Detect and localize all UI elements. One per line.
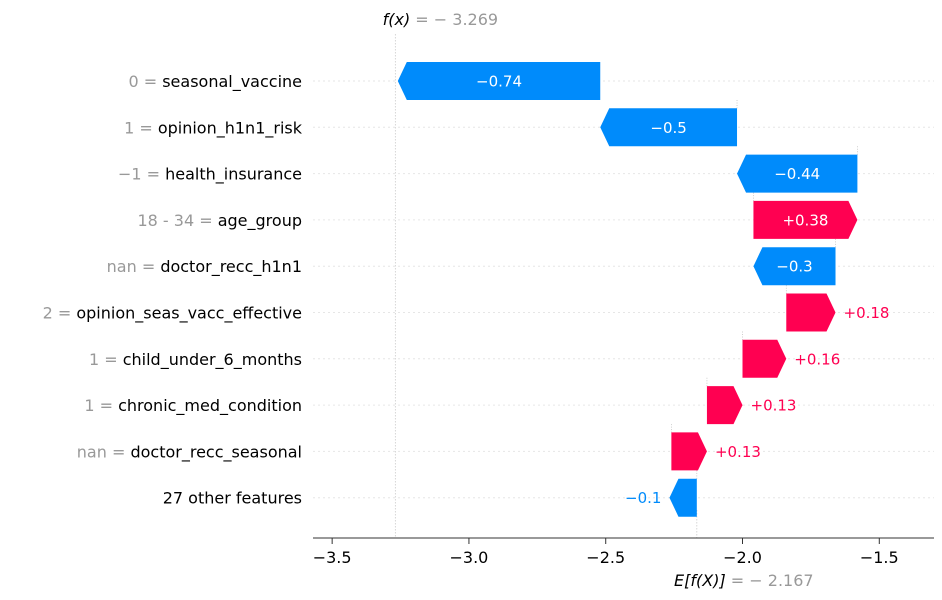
feature-value: 2 = — [43, 304, 77, 323]
feature-label: 27 other features — [163, 489, 302, 508]
x-tick-label: −2.0 — [723, 548, 762, 567]
waterfall-bar — [669, 478, 697, 517]
feature-label: 2 = opinion_seas_vacc_effective — [43, 304, 302, 324]
feature-name: opinion_seas_vacc_effective — [76, 304, 302, 324]
feature-value: 18 - 34 = — [137, 211, 217, 230]
reference-lines — [394, 34, 858, 538]
feature-value: −1 = — [118, 165, 165, 184]
bar-value-label: −0.44 — [774, 165, 820, 183]
feature-name: doctor_recc_h1n1 — [160, 257, 302, 277]
feature-label: 0 = seasonal_vaccine — [128, 72, 302, 92]
x-tick-label: −1.5 — [860, 548, 899, 567]
feature-value: 1 = — [124, 118, 158, 137]
feature-name: health_insurance — [165, 165, 302, 185]
waterfall-bar — [397, 62, 601, 100]
bar-value-label: +0.16 — [794, 350, 840, 368]
bar-value-label: −0.74 — [476, 73, 522, 91]
fx-symbol: f(x) — [383, 10, 411, 29]
bar-value-label: +0.18 — [844, 304, 890, 322]
base-value-label: E[f(X)] = − 2.167 — [674, 571, 814, 590]
feature-name: opinion_h1n1_risk — [158, 118, 303, 138]
output-value-label: f(x) = − 3.269 — [383, 10, 498, 29]
ex-symbol: E[f(X)] — [674, 571, 726, 590]
bar-value-label: +0.13 — [751, 397, 797, 415]
feature-name: chronic_med_condition — [118, 396, 302, 416]
ex-value: = − 2.167 — [726, 571, 814, 590]
bar-value-label: −0.3 — [776, 258, 812, 276]
fx-value: = − 3.269 — [410, 10, 498, 29]
waterfall-bar — [600, 108, 738, 147]
feature-name: 27 other features — [163, 489, 302, 508]
feature-label: −1 = health_insurance — [118, 165, 302, 185]
x-axis: −3.5 −3.0 −2.5 −2.0 −1.5 — [313, 537, 934, 567]
feature-label: 1 = child_under_6_months — [89, 350, 302, 370]
feature-name: seasonal_vaccine — [162, 72, 302, 92]
feature-name: age_group — [218, 211, 302, 231]
feature-label: 1 = chronic_med_condition — [84, 396, 302, 416]
feature-value: 0 = — [128, 72, 162, 91]
waterfall-bar — [753, 247, 836, 286]
waterfall-bar — [742, 339, 787, 378]
bar-value-label: −0.1 — [625, 489, 661, 507]
feature-value: 1 = — [89, 350, 123, 369]
waterfall-bar — [737, 154, 858, 193]
bars: −0.74 −0.5 −0.44 +0.38 −0.3 +0.18 +0.16 +0.13 +0… — [397, 62, 890, 517]
x-tick-label: −2.5 — [586, 548, 625, 567]
feature-label: nan = doctor_recc_seasonal — [77, 442, 302, 462]
x-tick-label: −3.5 — [313, 548, 352, 567]
feature-value: nan = — [107, 257, 161, 276]
feature-name: doctor_recc_seasonal — [130, 442, 302, 462]
x-tick-label: −3.0 — [450, 548, 489, 567]
bar-value-label: +0.38 — [782, 211, 828, 229]
waterfall-bar — [786, 293, 836, 332]
waterfall-bar — [706, 386, 743, 425]
feature-name: child_under_6_months — [123, 350, 302, 370]
feature-label: 18 - 34 = age_group — [137, 211, 302, 231]
bar-value-label: −0.5 — [650, 119, 686, 137]
feature-value: nan = — [77, 442, 131, 461]
feature-label: nan = doctor_recc_h1n1 — [107, 257, 302, 277]
bar-value-label: +0.13 — [715, 443, 761, 461]
feature-label: 1 = opinion_h1n1_risk — [124, 118, 303, 138]
waterfall-bar — [753, 200, 858, 239]
feature-labels: 0 = seasonal_vaccine 1 = opinion_h1n1_ris… — [43, 72, 303, 508]
feature-value: 1 = — [84, 396, 118, 415]
waterfall-bar — [671, 432, 707, 471]
